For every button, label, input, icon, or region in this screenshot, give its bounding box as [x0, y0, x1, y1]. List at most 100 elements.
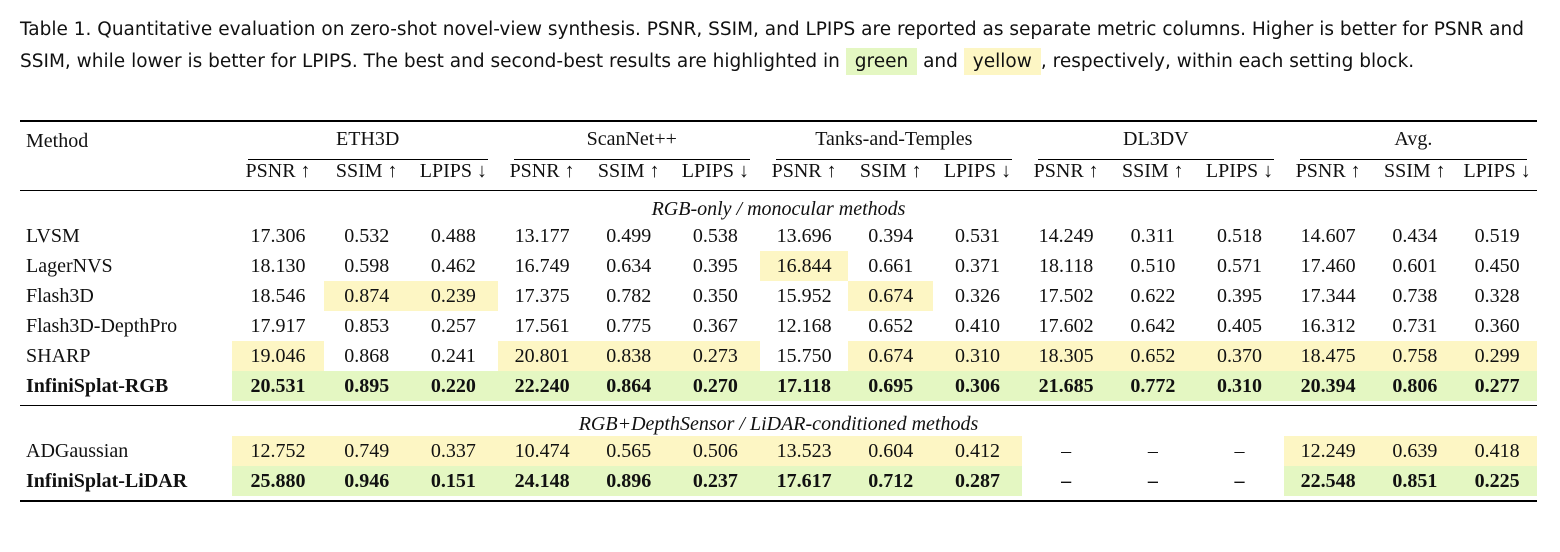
table-cell: 13.696 [776, 224, 832, 247]
table-cell: 0.758 [1372, 341, 1458, 371]
table-cell: 18.475 [1283, 341, 1373, 371]
table-cell: 0.532 [344, 224, 390, 247]
table-cell: 24.148 [497, 466, 587, 496]
table-cell: 0.639 [1372, 436, 1458, 466]
table-cell: 17.306 [250, 224, 306, 247]
table-cell: 25.880 [231, 466, 325, 496]
table-cell: 0.367 [692, 314, 738, 337]
table-cell: 22.240 [497, 371, 587, 401]
table-cell: 0.337 [409, 436, 498, 466]
table-cell: 0.661 [868, 254, 914, 277]
table-cell: 0.405 [1216, 314, 1262, 337]
caption-text-end: , respectively, within each setting bloc… [1040, 51, 1415, 72]
caption-yellow-swatch: yellow [963, 48, 1041, 75]
method-header: Method [26, 129, 89, 152]
dataset-header: Tanks-and-Temples [760, 121, 1022, 160]
method-name: ADGaussian [26, 439, 129, 462]
table-cell: 0.225 [1457, 466, 1537, 496]
table-row: Flash3D 18.546 0.874 0.239 17.375 0.782 0.350 1… [20, 281, 1537, 311]
header-row-datasets: Method ETH3D ScanNet++ Tanks-and-Temples… [20, 121, 1537, 160]
table-cell: 12.168 [776, 314, 832, 337]
metric-header: LPIPS ↓ [943, 160, 1012, 182]
table-cell: 0.450 [1474, 254, 1520, 277]
method-name: InfiniSplat-RGB [26, 374, 169, 397]
table-cell: 0.310 [933, 341, 1022, 371]
dataset-header: ETH3D [232, 121, 498, 160]
table-cell: – [1061, 439, 1072, 462]
table-cell: 0.864 [586, 371, 672, 401]
table-cell: 17.917 [250, 314, 306, 337]
table-caption: Table 1. Quantitative evaluation on zero… [20, 14, 1540, 78]
table-cell: 0.434 [1392, 224, 1438, 247]
caption-green-swatch: green [845, 48, 918, 75]
method-name: SHARP [26, 344, 91, 367]
table-cell: 0.712 [848, 466, 934, 496]
table-cell: 17.617 [759, 466, 849, 496]
metric-header: PSNR ↑ [1033, 160, 1099, 182]
table-cell: 0.306 [933, 371, 1022, 401]
metric-header: SSIM ↑ [1121, 160, 1184, 182]
table-cell: 0.874 [324, 281, 410, 311]
table-cell: 0.571 [1216, 254, 1262, 277]
table-cell: 18.546 [250, 284, 306, 307]
table-cell: 0.328 [1474, 284, 1520, 307]
metric-header: LPIPS ↓ [1463, 160, 1531, 182]
table-cell: 16.844 [759, 251, 849, 281]
table-cell: 17.561 [514, 314, 570, 337]
table-cell: 0.220 [409, 371, 498, 401]
table-cell: 0.674 [848, 281, 934, 311]
metric-header: SSIM ↑ [597, 160, 660, 182]
table-cell: 0.287 [933, 466, 1022, 496]
table-cell: 0.634 [606, 254, 652, 277]
table-cell: – [1061, 469, 1072, 492]
metric-header: LPIPS ↓ [419, 160, 488, 182]
table-cell: 18.305 [1021, 341, 1111, 371]
dataset-header: DL3DV [1022, 121, 1284, 160]
table-cell: 16.312 [1300, 314, 1356, 337]
table-cell: 22.548 [1283, 466, 1373, 496]
table-cell: 0.853 [344, 314, 390, 337]
metric-header: PSNR ↑ [1295, 160, 1361, 182]
metric-header: PSNR ↑ [509, 160, 575, 182]
method-name: Flash3D [26, 284, 94, 307]
table-cell: 17.602 [1038, 314, 1094, 337]
table-cell: 0.738 [1392, 284, 1438, 307]
metric-header: LPIPS ↓ [1205, 160, 1274, 182]
table-cell: 17.460 [1300, 254, 1356, 277]
header-row-metrics: PSNR ↑ SSIM ↑ LPIPS ↓ PSNR ↑ SSIM ↑ LPIP… [20, 160, 1537, 191]
table-cell: 0.410 [954, 314, 1000, 337]
table-cell: 14.249 [1038, 224, 1094, 247]
table-cell: 21.685 [1021, 371, 1111, 401]
table-cell: 0.499 [606, 224, 652, 247]
table-cell: 0.151 [409, 466, 498, 496]
table-cell: 17.502 [1038, 284, 1094, 307]
method-name: Flash3D-DepthPro [26, 314, 178, 337]
table-cell: 0.462 [430, 254, 476, 277]
table-cell: – [1234, 469, 1245, 492]
table-cell: 0.510 [1130, 254, 1176, 277]
table-cell: 0.412 [933, 436, 1022, 466]
table-row: Flash3D-DepthPro 17.917 0.853 0.257 17.561 0.… [20, 311, 1537, 341]
dataset-header: Avg. [1284, 121, 1537, 160]
table-cell: 0.782 [606, 284, 652, 307]
table-row: LVSM 17.306 0.532 0.488 13.177 0.499 0.538 13.6… [20, 221, 1537, 251]
table-cell: 13.523 [759, 436, 849, 466]
table-cell: 0.642 [1130, 314, 1176, 337]
method-name: InfiniSplat-LiDAR [26, 469, 188, 492]
table-cell: 0.838 [586, 341, 672, 371]
bottom-rule [20, 496, 1537, 501]
table-cell: 0.652 [1110, 341, 1196, 371]
table-cell: 17.375 [514, 284, 570, 307]
table-row: ADGaussian 12.752 0.749 0.337 10.474 0.565 0.5… [20, 436, 1537, 466]
table-cell: 0.370 [1195, 341, 1284, 371]
metric-header: SSIM ↑ [1383, 160, 1446, 182]
table-cell: 0.772 [1110, 371, 1196, 401]
bottom-spacer [20, 496, 1537, 501]
table-cell: 13.177 [514, 224, 570, 247]
table-cell: 0.731 [1392, 314, 1438, 337]
table-cell: 0.518 [1216, 224, 1262, 247]
table-cell: 0.598 [344, 254, 390, 277]
table-cell: 0.488 [430, 224, 476, 247]
table-cell: 0.350 [692, 284, 738, 307]
table-cell: 0.299 [1457, 341, 1537, 371]
